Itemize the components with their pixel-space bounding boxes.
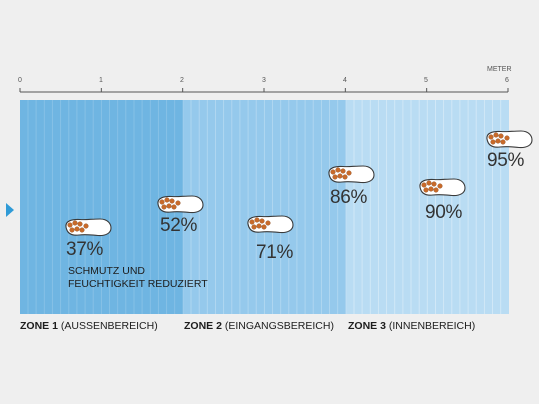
zone-3-band — [346, 100, 509, 314]
step-percent-5: 90% — [425, 202, 463, 223]
scale-tick-2: 2 — [180, 77, 184, 84]
zone-1-band — [20, 100, 183, 314]
reduction-note-line-2: FEUCHTIGKEIT REDUZIERT — [68, 278, 208, 290]
zone-label-2: ZONE 2 (EINGANGSBEREICH) — [184, 320, 334, 332]
zone-1-sub: (AUSSENBEREICH) — [60, 320, 158, 332]
step-percent-4: 86% — [330, 187, 368, 208]
scale-tick-6: 6 — [505, 77, 509, 84]
zone-label-1: ZONE 1 (AUSSENBEREICH) — [20, 320, 158, 332]
scale-unit-label: METER — [487, 66, 512, 73]
reduction-note: SCHMUTZ UND FEUCHTIGKEIT REDUZIERT — [68, 265, 208, 291]
step-percent-1: 37% — [66, 239, 104, 260]
scale-tick-3: 3 — [262, 77, 266, 84]
shoe-sole-icon — [65, 218, 112, 237]
zone-2-name: ZONE 2 — [184, 320, 222, 332]
step-percent-2: 52% — [160, 215, 198, 236]
reduction-note-line-1: SCHMUTZ UND — [68, 265, 145, 277]
zone-2-band — [183, 100, 346, 314]
zone-3-name: ZONE 3 — [348, 320, 386, 332]
shoe-sole-icon — [486, 130, 533, 149]
shoe-sole-icon — [247, 215, 294, 234]
step-percent-6: 95% — [487, 150, 525, 171]
scale-tick-4: 4 — [343, 77, 347, 84]
scale-tick-0: 0 — [18, 77, 22, 84]
step-percent-3: 71% — [256, 242, 294, 263]
zone-1-name: ZONE 1 — [20, 320, 58, 332]
triangle-right-icon — [6, 203, 14, 217]
scale-tick-1: 1 — [99, 77, 103, 84]
scale-tick-5: 5 — [424, 77, 428, 84]
zone-3-sub: (INNENBEREICH) — [388, 320, 476, 332]
zone-2-sub: (EINGANGSBEREICH) — [224, 320, 334, 332]
shoe-sole-icon — [419, 178, 466, 197]
zone-label-3: ZONE 3 (INNENBEREICH) — [348, 320, 475, 332]
shoe-sole-icon — [328, 165, 375, 184]
shoe-sole-icon — [157, 195, 204, 214]
floor-stripes — [27, 100, 502, 314]
